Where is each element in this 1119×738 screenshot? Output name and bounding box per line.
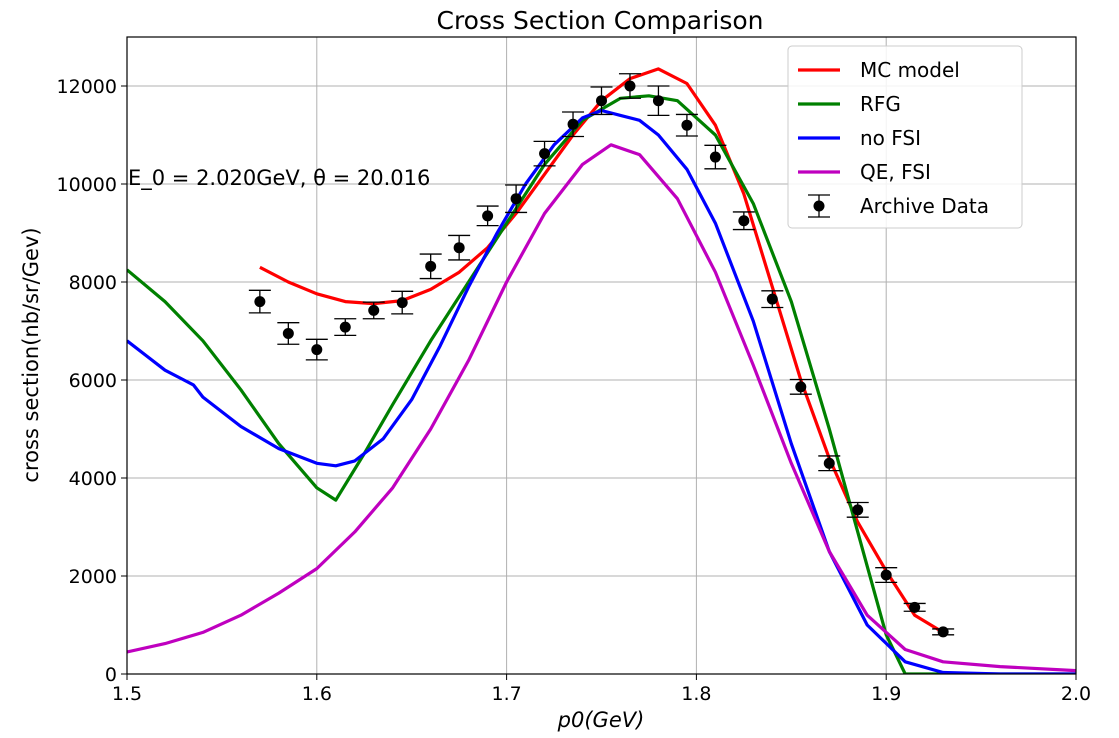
data-point [624,80,636,92]
data-point [766,293,778,305]
legend-label: no FSI [860,126,921,150]
legend-label: Archive Data [860,194,989,218]
x-tick-label: 2.0 [1061,683,1091,705]
data-point [453,242,465,254]
x-axis-label: p0(GeV) [557,708,645,732]
data-point [738,215,750,227]
x-tick-label: 1.5 [112,683,142,705]
data-point [681,119,693,131]
data-point [482,210,494,222]
data-point [909,601,921,613]
data-point [311,344,323,356]
data-point [425,260,437,272]
data-point [852,504,864,516]
y-tick-label: 6000 [69,370,117,392]
legend-label: QE, FSI [860,160,931,184]
data-point [652,95,664,107]
series-archive-data [248,73,955,638]
y-tick-label: 10000 [57,174,117,196]
chart-title: Cross Section Comparison [437,6,764,35]
x-tick-label: 1.6 [302,683,332,705]
x-tick-label: 1.7 [491,683,521,705]
data-point [339,321,351,333]
data-point [709,151,721,163]
data-point [937,626,949,638]
data-point [596,95,607,107]
series-line-qe-fsi [127,143,1076,673]
legend-box [787,45,1023,229]
y-tick-label: 12000 [57,76,117,98]
y-axis-label: cross section(nb/sr/Gev) [19,227,43,482]
data-point [396,297,408,309]
x-tick-label: 1.9 [871,683,901,705]
y-tick-label: 2000 [69,566,117,588]
legend-label: RFG [860,92,901,116]
series-line-rfg [127,94,1076,674]
y-tick-label: 4000 [69,468,117,490]
data-point [282,327,294,339]
data-point [795,381,807,393]
data-point [254,296,266,308]
data-point [368,304,380,316]
y-tick-label: 8000 [69,272,117,294]
data-point [567,118,579,130]
data-point [880,569,892,581]
data-point [823,457,835,469]
legend: MC model RFG no FSI QE, FSI Archive Data [787,45,1023,229]
series-line-no-fsi [127,108,1076,674]
x-tick-label: 1.8 [681,683,711,705]
legend-label: MC model [860,58,960,82]
legend-swatch-marker [813,200,825,212]
y-tick-label: 0 [105,664,117,686]
plot-frame [126,36,1077,675]
data-point [510,193,522,205]
data-point [539,148,551,160]
chart-annotation: E_0 = 2.020GeV, θ = 20.016 [128,166,430,191]
